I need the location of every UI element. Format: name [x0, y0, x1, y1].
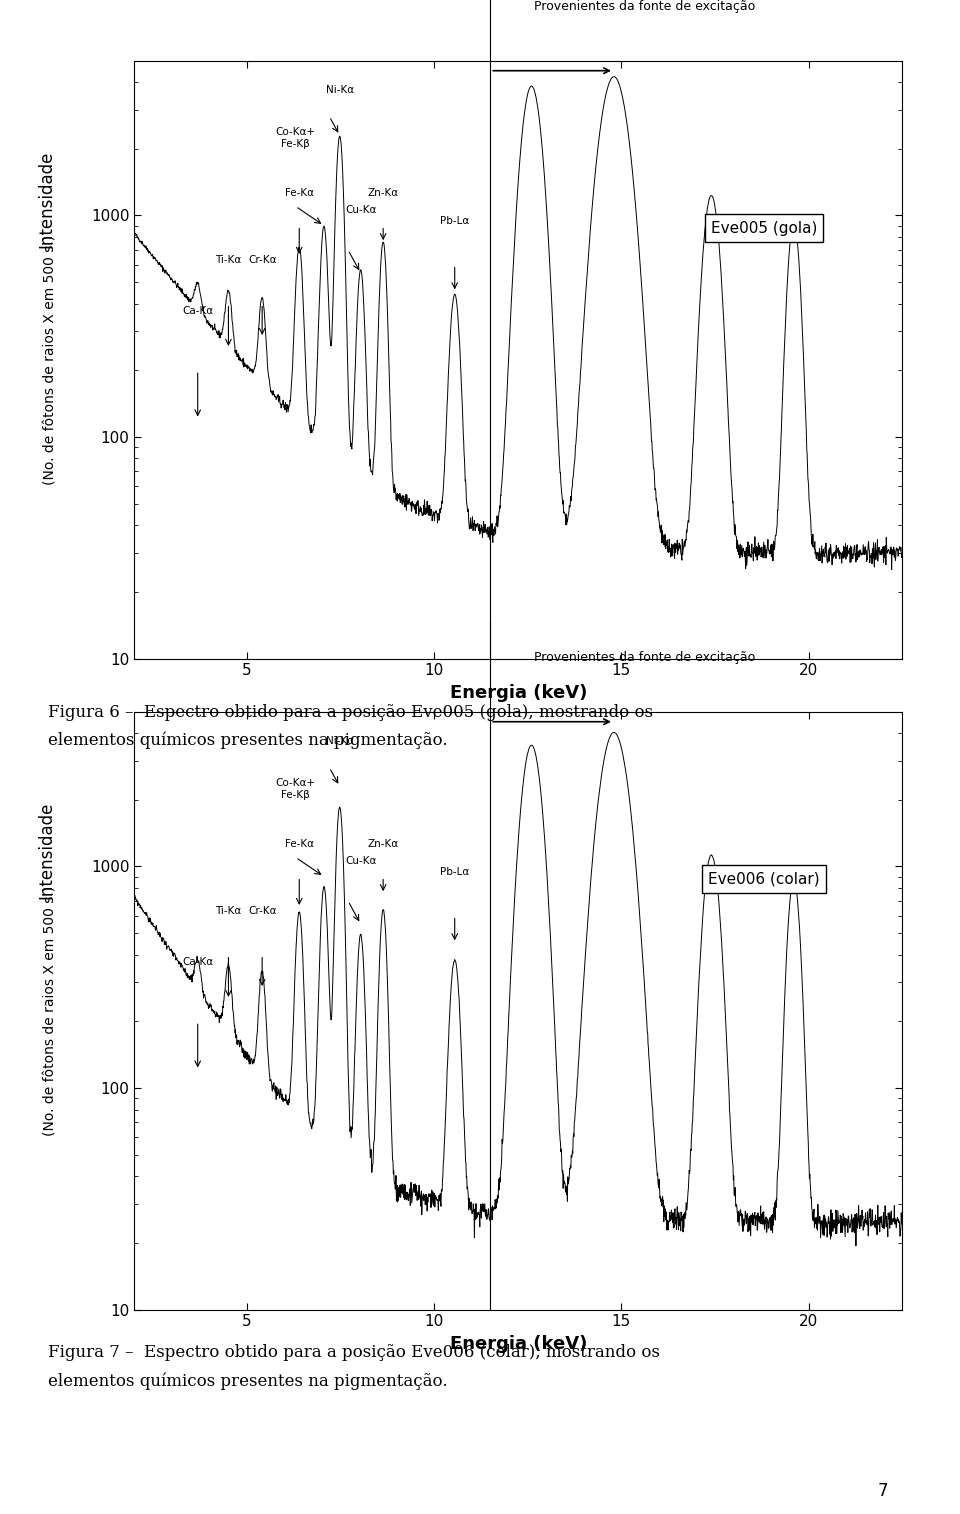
Text: Eve006 (colar): Eve006 (colar): [708, 872, 820, 887]
Text: Zn-Kα: Zn-Kα: [368, 839, 398, 849]
Text: Co-Kα+
Fe-Kβ: Co-Kα+ Fe-Kβ: [276, 778, 316, 799]
X-axis label: Energia (keV): Energia (keV): [449, 684, 588, 702]
Text: Provenientes da fonte de excitação: Provenientes da fonte de excitação: [534, 0, 755, 12]
Text: Ca-Kα: Ca-Kα: [182, 957, 213, 967]
Text: Ni-Kα: Ni-Kα: [325, 85, 354, 95]
Text: Cu-Kα: Cu-Kα: [345, 857, 376, 866]
Text: Provenientes da fonte de excitação: Provenientes da fonte de excitação: [534, 651, 755, 663]
X-axis label: Energia (keV): Energia (keV): [449, 1335, 588, 1354]
Text: Ti-Kα: Ti-Kα: [215, 905, 242, 916]
Y-axis label: (No. de fôtons de raios X em 500 s.): (No. de fôtons de raios X em 500 s.): [43, 235, 58, 484]
Text: Ti-Kα: Ti-Kα: [215, 254, 242, 265]
Text: Pb-Lα: Pb-Lα: [440, 866, 469, 877]
Text: Ni-Kα: Ni-Kα: [325, 736, 354, 746]
Text: Fe-Kα: Fe-Kα: [285, 188, 314, 198]
Text: Ca-Kα: Ca-Kα: [182, 306, 213, 316]
Text: Figura 7 –  Espectro obtido para a posição Eve006 (colar), mostrando os
elemento: Figura 7 – Espectro obtido para a posiçã…: [48, 1344, 660, 1390]
Text: Cr-Kα: Cr-Kα: [248, 254, 276, 265]
Y-axis label: (No. de fôtons de raios X em 500 s.): (No. de fôtons de raios X em 500 s.): [43, 886, 58, 1136]
Text: Zn-Kα: Zn-Kα: [368, 188, 398, 198]
Text: Fe-Kα: Fe-Kα: [285, 839, 314, 849]
Text: Cr-Kα: Cr-Kα: [248, 905, 276, 916]
Text: Pb-Lα: Pb-Lα: [440, 215, 469, 226]
Text: Cu-Kα: Cu-Kα: [345, 206, 376, 215]
Text: Intensidade: Intensidade: [37, 801, 55, 899]
Text: Co-Kα+
Fe-Kβ: Co-Kα+ Fe-Kβ: [276, 127, 316, 148]
Text: Eve005 (gola): Eve005 (gola): [711, 221, 817, 236]
Text: Intensidade: Intensidade: [37, 150, 55, 248]
Text: 7: 7: [878, 1482, 888, 1500]
Text: Figura 6 –  Espectro obtido para a posição Eve005 (gola), mostrando os
elementos: Figura 6 – Espectro obtido para a posiçã…: [48, 704, 653, 749]
